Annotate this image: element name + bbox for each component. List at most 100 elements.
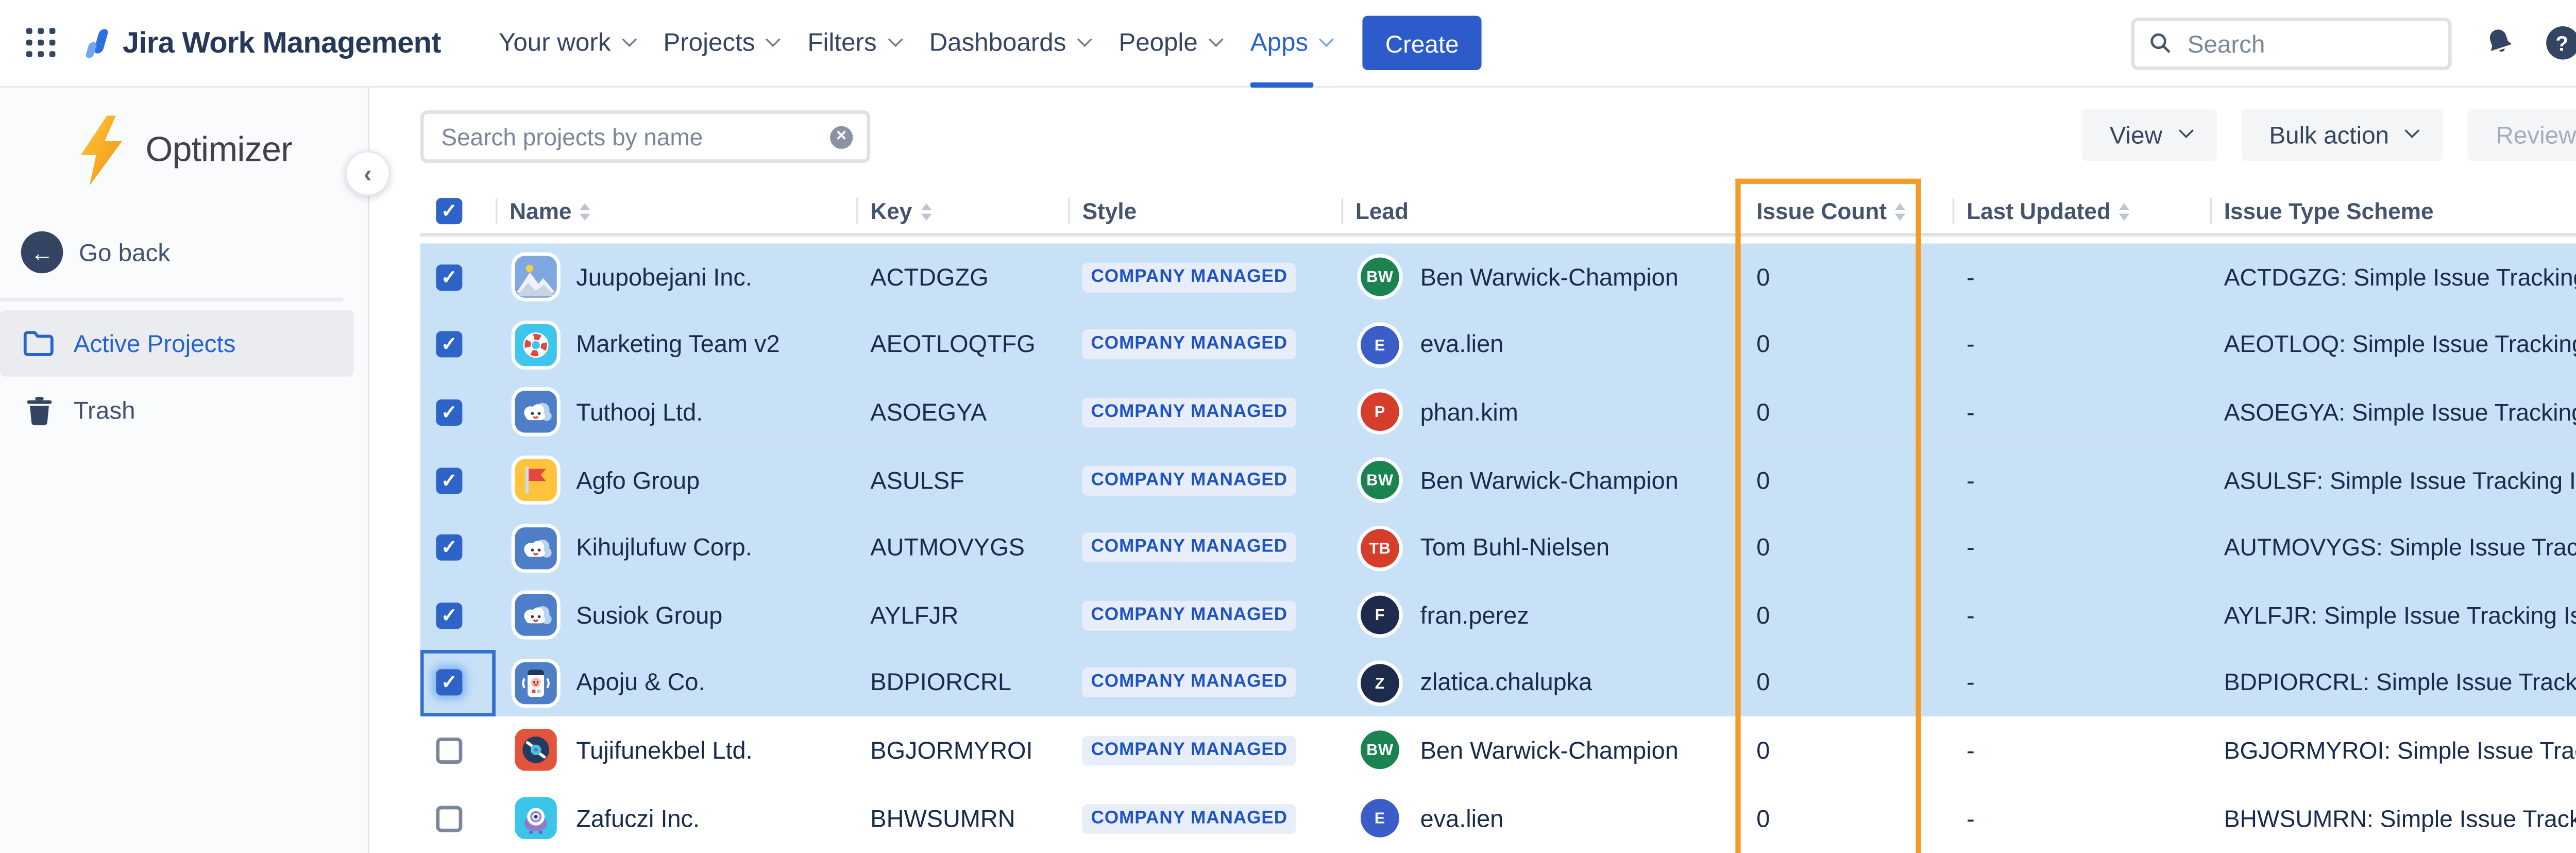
project-name[interactable]: Kihujlufuw Corp. bbox=[576, 534, 752, 561]
project-key: AYLFJR bbox=[870, 602, 959, 629]
table-row: Tuthooj Ltd. ASOEGYA COMPANY MANAGED P p… bbox=[420, 378, 2576, 447]
view-dropdown-button[interactable]: View bbox=[2081, 108, 2217, 161]
issue-type-scheme-cell: BGJORMYROI: Simple Issue Tracki... bbox=[2210, 717, 2576, 784]
table-row: Juupobejani Inc. ACTDGZG COMPANY MANAGED… bbox=[420, 243, 2576, 311]
sort-icon[interactable] bbox=[580, 202, 591, 220]
project-avatar bbox=[515, 324, 557, 366]
create-button[interactable]: Create bbox=[1362, 15, 1482, 70]
sidebar-item-trash[interactable]: Trash bbox=[0, 377, 354, 443]
table-row: Marketing Team v2 AEOTLOQTFG COMPANY MAN… bbox=[420, 311, 2576, 379]
row-select-cell bbox=[420, 243, 496, 311]
row-checkbox[interactable] bbox=[436, 399, 463, 426]
nav-item-your-work[interactable]: Your work bbox=[483, 0, 647, 87]
sort-icon[interactable] bbox=[1895, 202, 1906, 220]
project-avatar bbox=[515, 662, 557, 704]
style-cell: COMPANY MANAGED bbox=[1068, 717, 1341, 784]
sidebar-item-label: Trash bbox=[73, 396, 135, 424]
project-name[interactable]: Zafuczi Inc. bbox=[576, 805, 700, 831]
trash-icon bbox=[21, 395, 56, 425]
project-search[interactable]: ✕ bbox=[420, 110, 871, 163]
column-header-issue-type-scheme[interactable]: Issue Type Scheme bbox=[2210, 189, 2576, 233]
issue-type-scheme-value: BGJORMYROI: Simple Issue Tracki... bbox=[2224, 737, 2576, 764]
project-name[interactable]: Susiok Group bbox=[576, 602, 723, 629]
help-icon[interactable]: ? bbox=[2539, 20, 2576, 65]
chevron-down-icon bbox=[1319, 31, 1334, 46]
nav-item-apps[interactable]: Apps bbox=[1234, 0, 1345, 87]
lead-avatar: BW bbox=[1361, 461, 1399, 499]
name-cell: Marketing Team v2 bbox=[496, 311, 856, 379]
chevron-down-icon bbox=[2405, 123, 2420, 138]
table-row: Apoju & Co. BDPIORCRL COMPANY MANAGED Z … bbox=[420, 649, 2576, 717]
issue-count-cell: 0 bbox=[1739, 379, 1953, 446]
clear-search-icon[interactable]: ✕ bbox=[830, 125, 853, 148]
lead-name: zlatica.chalupka bbox=[1420, 670, 1592, 696]
column-label: Issue Type Scheme bbox=[2224, 198, 2434, 225]
project-key: BHWSUMRN bbox=[870, 805, 1015, 831]
app-title[interactable]: Jira Work Management bbox=[122, 25, 442, 59]
bulk-action-dropdown-button[interactable]: Bulk action bbox=[2241, 108, 2444, 161]
global-search[interactable] bbox=[2131, 16, 2452, 70]
project-avatar bbox=[515, 527, 557, 569]
project-name[interactable]: Tuthooj Ltd. bbox=[576, 399, 703, 426]
nav-item-dashboards[interactable]: Dashboards bbox=[913, 0, 1103, 87]
select-all-checkbox[interactable] bbox=[436, 198, 463, 225]
lightning-bolt-icon bbox=[81, 115, 123, 186]
issue-type-scheme-value: ASULSF: Simple Issue Tracking Iss... bbox=[2224, 467, 2576, 494]
row-checkbox[interactable] bbox=[436, 534, 463, 561]
sort-icon[interactable] bbox=[2119, 202, 2130, 220]
sidebar-item-active-projects[interactable]: Active Projects bbox=[0, 310, 354, 377]
chevron-down-icon bbox=[621, 31, 637, 46]
project-name[interactable]: Tujifunekbel Ltd. bbox=[576, 737, 753, 764]
row-checkbox[interactable] bbox=[436, 467, 463, 494]
lead-name: phan.kim bbox=[1420, 399, 1518, 426]
lead-cell: TB Tom Buhl-Nielsen bbox=[1342, 514, 1739, 581]
sidebar-collapse-button[interactable]: ‹ bbox=[345, 150, 391, 196]
column-header-name[interactable]: Name bbox=[495, 189, 856, 233]
review-changes-button[interactable]: Review changes bbox=[2468, 108, 2576, 161]
nav-item-projects[interactable]: Projects bbox=[648, 0, 792, 87]
row-checkbox[interactable] bbox=[436, 670, 463, 696]
column-label: Style bbox=[1082, 198, 1137, 225]
lead-cell: Z zlatica.chalupka bbox=[1342, 649, 1739, 717]
nav-item-people[interactable]: People bbox=[1103, 0, 1234, 87]
nav-item-filters[interactable]: Filters bbox=[792, 0, 913, 87]
project-name[interactable]: Marketing Team v2 bbox=[576, 331, 780, 358]
lead-avatar: P bbox=[1361, 393, 1399, 432]
style-cell: COMPANY MANAGED bbox=[1068, 446, 1341, 514]
notifications-bell-icon[interactable] bbox=[2476, 20, 2521, 65]
name-cell: Juupobejani Inc. bbox=[496, 243, 856, 311]
column-header-lead[interactable]: Lead bbox=[1341, 189, 1739, 233]
row-checkbox[interactable] bbox=[436, 264, 463, 291]
row-checkbox[interactable] bbox=[436, 805, 463, 831]
column-header-issue-count[interactable]: Issue Count bbox=[1739, 189, 1953, 233]
table-row: Tujifunekbel Ltd. BGJORMYROI COMPANY MAN… bbox=[420, 716, 2576, 784]
chevron-down-icon bbox=[1077, 31, 1092, 46]
column-header-last-updated[interactable]: Last Updated bbox=[1952, 189, 2210, 233]
issue-type-scheme-cell: ACTDGZG: Simple Issue Tracking I... bbox=[2210, 243, 2576, 311]
chevron-down-icon bbox=[887, 31, 903, 46]
app-switcher-icon[interactable] bbox=[25, 27, 56, 59]
project-name[interactable]: Apoju & Co. bbox=[576, 670, 705, 696]
style-badge: COMPANY MANAGED bbox=[1082, 600, 1297, 630]
project-search-input[interactable] bbox=[437, 122, 831, 152]
row-checkbox[interactable] bbox=[436, 331, 463, 358]
project-key: ASULSF bbox=[870, 467, 964, 494]
lead-name: Tom Buhl-Nielsen bbox=[1420, 534, 1610, 561]
style-badge: COMPANY MANAGED bbox=[1082, 668, 1297, 698]
last-updated-value: - bbox=[1967, 467, 1975, 494]
column-header-style[interactable]: Style bbox=[1068, 189, 1341, 233]
project-name[interactable]: Agfo Group bbox=[576, 467, 700, 494]
table-row: Agfo Group ASULSF COMPANY MANAGED BW Ben… bbox=[420, 446, 2576, 514]
sidebar: ‹ Optimizer ← Go back Active Projects bbox=[0, 87, 391, 853]
sort-icon[interactable] bbox=[921, 202, 931, 220]
last-updated-value: - bbox=[1967, 602, 1975, 629]
issue-type-scheme-value: BDPIORCRL: Simple Issue Trackin... bbox=[2224, 670, 2576, 696]
key-cell: ASULSF bbox=[856, 446, 1068, 514]
global-search-input[interactable] bbox=[2183, 27, 2434, 59]
row-checkbox[interactable] bbox=[436, 602, 463, 629]
project-name[interactable]: Juupobejani Inc. bbox=[576, 264, 752, 291]
row-checkbox[interactable] bbox=[436, 737, 463, 764]
row-select-cell bbox=[420, 514, 496, 581]
column-header-key[interactable]: Key bbox=[856, 189, 1068, 233]
go-back-button[interactable]: ← Go back bbox=[0, 228, 368, 277]
